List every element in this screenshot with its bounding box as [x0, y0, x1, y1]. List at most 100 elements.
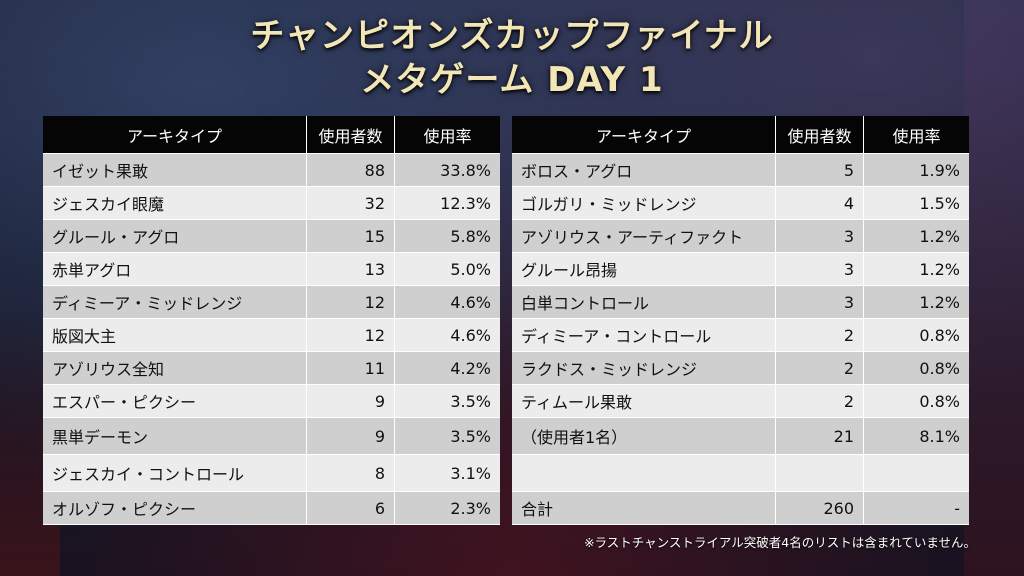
count-cell: 21 — [776, 418, 864, 455]
background-decoration-right — [964, 0, 1024, 576]
rate-cell: 8.1% — [864, 418, 969, 455]
archetype-cell: グルール・アグロ — [43, 220, 307, 253]
title-line-1: チャンピオンズカップファイナル — [250, 16, 774, 56]
table-row: ジェスカイ・コントロール 8 3.1% — [43, 455, 500, 492]
archetype-cell: オルゾフ・ピクシー — [43, 492, 307, 525]
archetype-cell: ボロス・アグロ — [512, 154, 776, 187]
table-row: ジェスカイ眼魔 32 12.3% — [43, 187, 500, 220]
title-line-2: メタゲーム DAY 1 — [360, 60, 664, 100]
archetype-cell: ゴルガリ・ミッドレンジ — [512, 187, 776, 220]
table-row: グルール昂揚 3 1.2% — [512, 253, 969, 286]
rate-cell: 3.5% — [395, 418, 500, 455]
rate-cell: 0.8% — [864, 352, 969, 385]
table-row: ティムール果敢 2 0.8% — [512, 385, 969, 418]
header-archetype: アーキタイプ — [43, 116, 307, 154]
rate-cell: 33.8% — [395, 154, 500, 187]
count-cell: 9 — [307, 418, 395, 455]
archetype-cell: グルール昂揚 — [512, 253, 776, 286]
table-row-total: 合計 260 - — [512, 492, 969, 525]
archetype-cell: ラクドス・ミッドレンジ — [512, 352, 776, 385]
archetype-cell: アゾリウス・アーティファクト — [512, 220, 776, 253]
count-cell: 2 — [776, 319, 864, 352]
archetype-cell: ジェスカイ眼魔 — [43, 187, 307, 220]
count-cell: 11 — [307, 352, 395, 385]
header-count: 使用者数 — [776, 116, 864, 154]
rate-cell: 1.2% — [864, 286, 969, 319]
archetype-cell: ティムール果敢 — [512, 385, 776, 418]
rate-cell: 5.0% — [395, 253, 500, 286]
rate-cell: 0.8% — [864, 385, 969, 418]
page-title: チャンピオンズカップファイナル メタゲーム DAY 1 — [0, 14, 1024, 102]
table-row: ディミーア・コントロール 2 0.8% — [512, 319, 969, 352]
rate-cell: 3.5% — [395, 385, 500, 418]
count-cell: 32 — [307, 187, 395, 220]
table-row: 白単コントロール 3 1.2% — [512, 286, 969, 319]
metagame-table-left: アーキタイプ 使用者数 使用率 イゼット果敢 88 33.8% ジェスカイ眼魔 … — [43, 116, 500, 525]
count-cell: 5 — [776, 154, 864, 187]
footnote: ※ラストチャンストライアル突破者4名のリストは含まれていません。 — [584, 535, 976, 550]
archetype-cell: ディミーア・ミッドレンジ — [43, 286, 307, 319]
rate-cell: 1.2% — [864, 220, 969, 253]
total-label-cell: 合計 — [512, 492, 776, 525]
rate-cell: 1.5% — [864, 187, 969, 220]
rate-cell: 1.9% — [864, 154, 969, 187]
table-row: イゼット果敢 88 33.8% — [43, 154, 500, 187]
count-cell — [776, 455, 864, 492]
table-row: ボロス・アグロ 5 1.9% — [512, 154, 969, 187]
header-rate: 使用率 — [864, 116, 969, 154]
table-row: 黒単デーモン 9 3.5% — [43, 418, 500, 455]
archetype-cell: 版図大主 — [43, 319, 307, 352]
count-cell: 9 — [307, 385, 395, 418]
table-row: 赤単アグロ 13 5.0% — [43, 253, 500, 286]
archetype-cell: ディミーア・コントロール — [512, 319, 776, 352]
table-row: グルール・アグロ 15 5.8% — [43, 220, 500, 253]
archetype-cell: 白単コントロール — [512, 286, 776, 319]
archetype-cell: アゾリウス全知 — [43, 352, 307, 385]
count-cell: 3 — [776, 220, 864, 253]
count-cell: 2 — [776, 385, 864, 418]
count-cell: 12 — [307, 319, 395, 352]
rate-cell: 4.6% — [395, 286, 500, 319]
count-cell: 88 — [307, 154, 395, 187]
archetype-cell: ジェスカイ・コントロール — [43, 455, 307, 492]
count-cell: 3 — [776, 286, 864, 319]
rate-cell: 4.6% — [395, 319, 500, 352]
table-header-row: アーキタイプ 使用者数 使用率 — [43, 116, 500, 154]
count-cell: 15 — [307, 220, 395, 253]
table-row: （使用者1名） 21 8.1% — [512, 418, 969, 455]
archetype-cell: 赤単アグロ — [43, 253, 307, 286]
table-row: オルゾフ・ピクシー 6 2.3% — [43, 492, 500, 525]
table-row: エスパー・ピクシー 9 3.5% — [43, 385, 500, 418]
archetype-cell: イゼット果敢 — [43, 154, 307, 187]
archetype-cell: エスパー・ピクシー — [43, 385, 307, 418]
table-row: アゾリウス全知 11 4.2% — [43, 352, 500, 385]
header-rate: 使用率 — [395, 116, 500, 154]
table-row: ディミーア・ミッドレンジ 12 4.6% — [43, 286, 500, 319]
rate-cell — [864, 455, 969, 492]
count-cell: 6 — [307, 492, 395, 525]
rate-cell: 5.8% — [395, 220, 500, 253]
rate-cell: 2.3% — [395, 492, 500, 525]
archetype-cell — [512, 455, 776, 492]
archetype-cell: 黒単デーモン — [43, 418, 307, 455]
count-cell: 2 — [776, 352, 864, 385]
header-count: 使用者数 — [307, 116, 395, 154]
rate-cell: 0.8% — [864, 319, 969, 352]
table-row: 版図大主 12 4.6% — [43, 319, 500, 352]
table-row: ゴルガリ・ミッドレンジ 4 1.5% — [512, 187, 969, 220]
rate-cell: 12.3% — [395, 187, 500, 220]
rate-cell: 3.1% — [395, 455, 500, 492]
total-count-cell: 260 — [776, 492, 864, 525]
count-cell: 4 — [776, 187, 864, 220]
total-rate-cell: - — [864, 492, 969, 525]
header-archetype: アーキタイプ — [512, 116, 776, 154]
archetype-cell: （使用者1名） — [512, 418, 776, 455]
rate-cell: 4.2% — [395, 352, 500, 385]
count-cell: 12 — [307, 286, 395, 319]
table-row: ラクドス・ミッドレンジ 2 0.8% — [512, 352, 969, 385]
metagame-table-right: アーキタイプ 使用者数 使用率 ボロス・アグロ 5 1.9% ゴルガリ・ミッドレ… — [512, 116, 969, 525]
table-header-row: アーキタイプ 使用者数 使用率 — [512, 116, 969, 154]
count-cell: 8 — [307, 455, 395, 492]
count-cell: 13 — [307, 253, 395, 286]
table-row-empty — [512, 455, 969, 492]
